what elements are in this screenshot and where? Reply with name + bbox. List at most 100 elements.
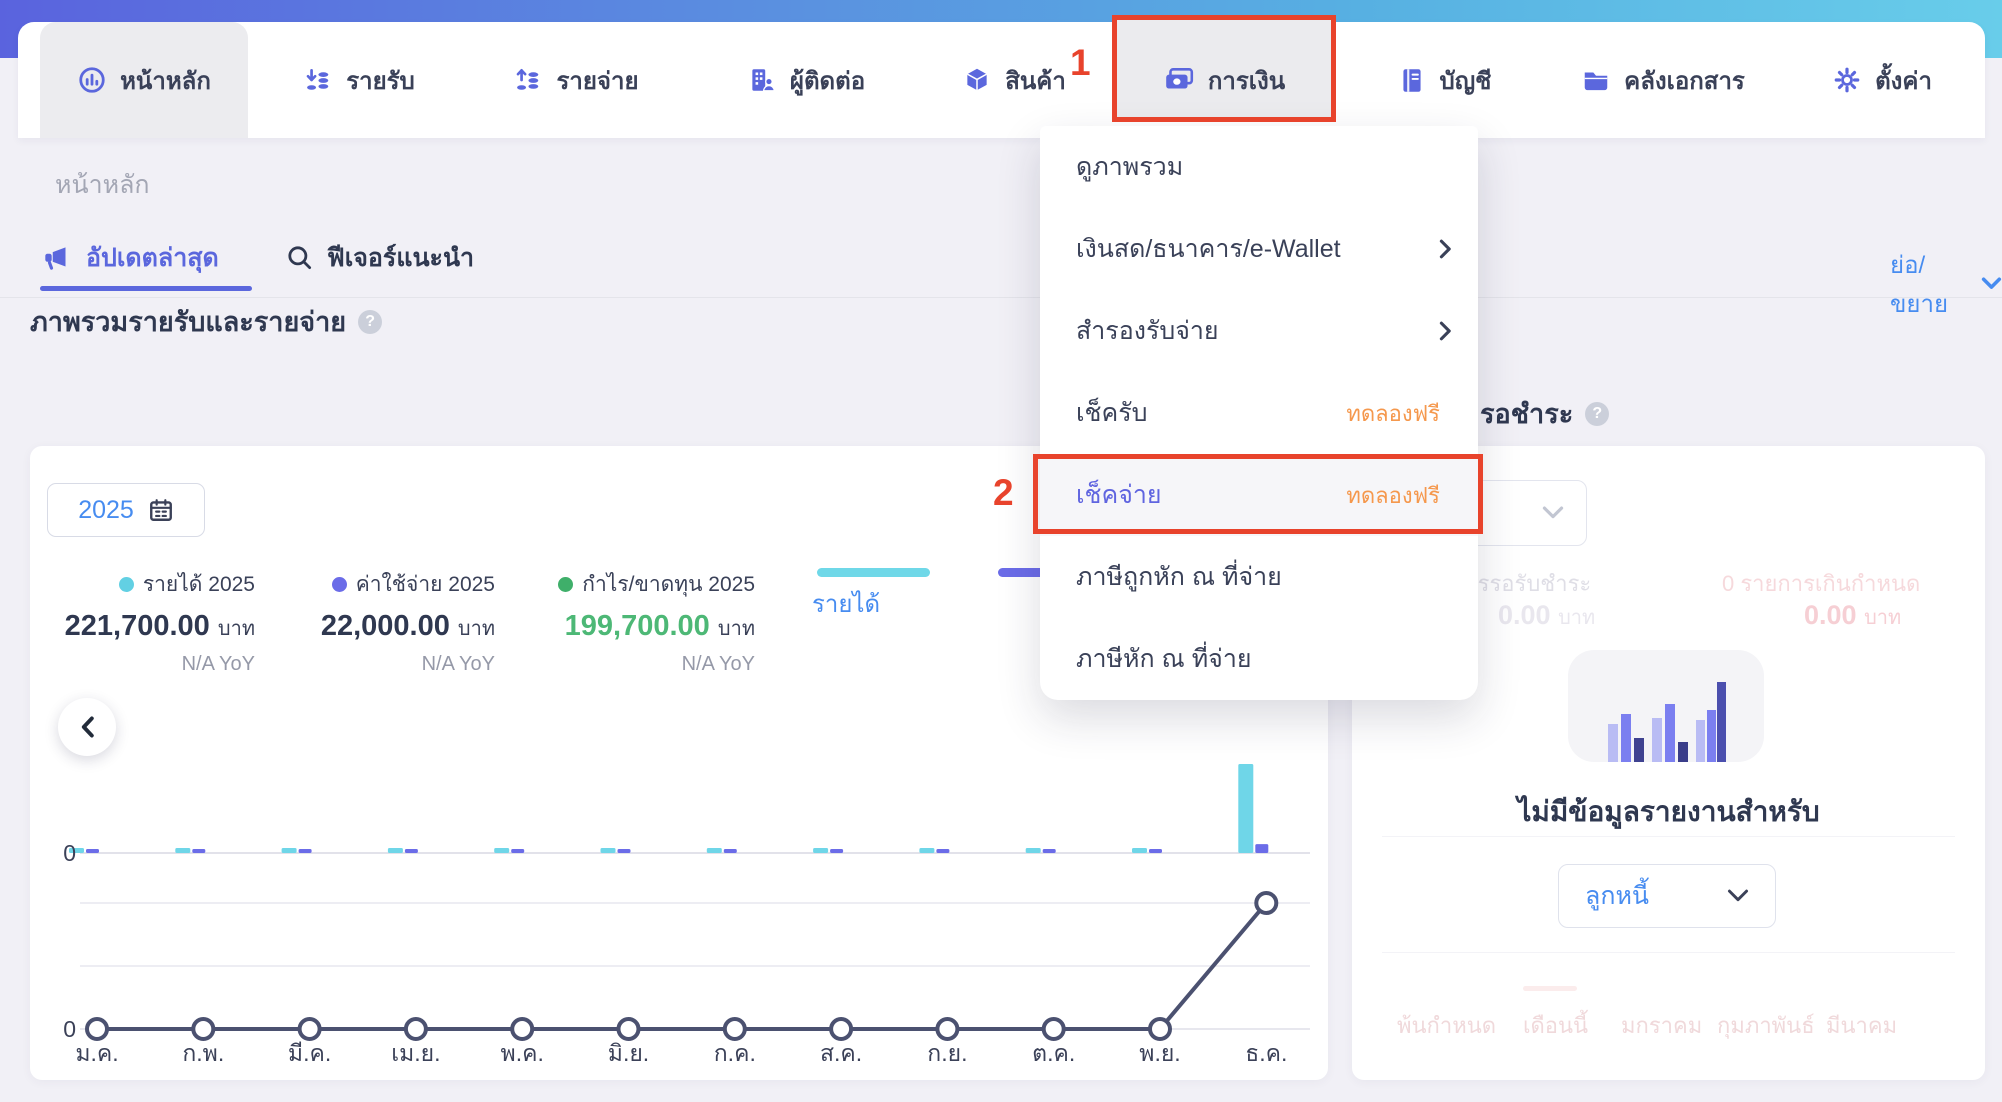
stat-unit: บาท	[217, 618, 255, 640]
chevron-down-icon	[1727, 889, 1749, 902]
svg-text:พ.ย.: พ.ย.	[1139, 1040, 1180, 1066]
nav-item-label: รายจ่าย	[556, 67, 639, 95]
svg-text:มิ.ย.: มิ.ย.	[608, 1040, 649, 1066]
legend-income-label: รายได้	[811, 591, 881, 618]
faded-axis-label: มกราคม	[1621, 1013, 1703, 1038]
svg-text:0: 0	[63, 840, 76, 866]
overdue-value: 0.00 บาท	[1804, 600, 1902, 630]
chevron-down-icon	[1542, 506, 1564, 519]
svg-text:ธ.ค.: ธ.ค.	[1245, 1040, 1287, 1066]
chevron-right-icon	[1439, 321, 1451, 341]
svg-text:ต.ค.: ต.ค.	[1032, 1040, 1075, 1066]
svg-text:พ.ค.: พ.ค.	[501, 1040, 544, 1066]
faded-axis-label: เดือนนี้	[1523, 1013, 1589, 1038]
menu-item-label: เช็ครับ	[1076, 399, 1148, 427]
legend-toggle-income[interactable]	[817, 568, 930, 577]
menu-item-label: เช็คจ่าย	[1076, 481, 1162, 509]
megaphone-icon	[45, 247, 66, 270]
nav-item-label: ตั้งค่า	[1875, 67, 1932, 95]
menu-item-cheque-received[interactable]: เช็ครับ ทดลองฟรี	[1040, 372, 1478, 454]
nav-item-home[interactable]: หน้าหลัก	[49, 22, 239, 138]
menu-item-label: สำรองรับจ่าย	[1076, 317, 1219, 345]
bar-chart-placeholder-icon	[1568, 650, 1764, 762]
svg-text:ส.ค.: ส.ค.	[820, 1040, 862, 1066]
nav-item-documents[interactable]: คลังเอกสาร	[1568, 22, 1758, 138]
chevron-right-icon	[1439, 239, 1451, 259]
nav-item-label: ผู้ติดต่อ	[789, 67, 866, 95]
menu-item-withholding-tax[interactable]: ภาษีหัก ณ ที่จ่าย	[1040, 618, 1478, 700]
profit-dot-icon	[558, 577, 574, 592]
nav-active-highlight	[40, 22, 248, 138]
expense-coins-icon	[517, 69, 539, 90]
svg-text:มี.ค.: มี.ค.	[288, 1040, 331, 1066]
nav-item-finance[interactable]: การเงิน	[1129, 22, 1319, 138]
stat-income: รายได้ 2025 221,700.00 บาท N/A YoY	[45, 568, 255, 676]
svg-text:ก.ย.: ก.ย.	[927, 1040, 967, 1066]
dashboard-icon	[79, 67, 105, 93]
stat-yoy: N/A YoY	[681, 653, 755, 675]
pending-title-text: รอชำระ	[1480, 399, 1574, 429]
stat-value: 22,000.00	[320, 610, 450, 642]
menu-item-label: เงินสด/ธนาคาร/e-Wallet	[1076, 235, 1341, 263]
folder-icon	[1584, 72, 1608, 91]
svg-text:0: 0	[63, 1016, 76, 1042]
year-value: 2025	[78, 495, 134, 524]
stat-unit: บาท	[717, 618, 755, 640]
gear-icon	[1834, 67, 1860, 93]
contacts-icon	[752, 69, 775, 92]
search-icon	[288, 246, 312, 270]
nav-item-expense[interactable]: รายจ่าย	[481, 22, 671, 138]
tab-active-underline	[40, 286, 252, 291]
help-icon[interactable]	[1585, 401, 1610, 426]
finance-dropdown-menu: ดูภาพรวม เงินสด/ธนาคาร/e-Wallet สำรองรับ…	[1040, 126, 1478, 700]
stat-profit: กำไร/ขาดทุน 2025 199,700.00 บาท N/A YoY	[545, 568, 755, 676]
svg-text:ก.ค.: ก.ค.	[714, 1040, 756, 1066]
nav-item-settings[interactable]: ตั้งค่า	[1787, 22, 1977, 138]
menu-item-overview[interactable]: ดูภาพรวม	[1040, 126, 1478, 208]
no-report-data-title: ไม่มีข้อมูลรายงานสำหรับ	[1517, 796, 1820, 827]
income-expense-chart: 00ม.ค. ก.พ. มี.ค. เม.ย. พ.ค. มิ.ย. ก.ค. ส.ค. ก.ย…	[63, 764, 1310, 1066]
collapse-expand-link[interactable]: ย่อ/ขยาย	[1890, 245, 2002, 323]
stat-yoy: N/A YoY	[421, 653, 495, 675]
bar-chart-icon	[1608, 682, 1726, 762]
report-type-select[interactable]: ลูกหนี้	[1558, 864, 1776, 928]
banknote-icon	[1166, 68, 1193, 89]
stat-label: กำไร/ขาดทุน 2025	[582, 573, 755, 596]
menu-item-cash-bank-ewallet[interactable]: เงินสด/ธนาคาร/e-Wallet	[1040, 208, 1478, 290]
nav-item-contacts[interactable]: ผู้ติดต่อ	[711, 22, 901, 138]
nav-item-label: หน้าหลัก	[120, 67, 211, 95]
menu-item-cheque-paid[interactable]: เช็คจ่าย ทดลองฟรี	[1040, 454, 1478, 536]
main-nav-bar	[18, 22, 1985, 138]
menu-item-label: ภาษีถูกหัก ณ ที่จ่าย	[1076, 563, 1282, 591]
annotation-step-1: 1	[1070, 42, 1091, 83]
divider	[1382, 952, 1955, 953]
calendar-icon	[149, 499, 172, 521]
tab-latest-updates[interactable]: อัปเดตล่าสุด	[40, 238, 219, 278]
mini-tab-indicator	[1523, 986, 1577, 991]
tab-recommended-features[interactable]: ฟีเจอร์แนะนำ	[285, 238, 474, 278]
ledger-icon	[1402, 69, 1421, 92]
box-icon	[967, 68, 988, 91]
nav-item-label: คลังเอกสาร	[1624, 67, 1745, 95]
svg-text:เม.ย.: เม.ย.	[391, 1040, 440, 1066]
nav-item-label: บัญชี	[1439, 67, 1492, 95]
nav-item-accounting[interactable]: บัญชี	[1349, 22, 1539, 138]
annotation-step-2: 2	[993, 472, 1014, 513]
stat-unit: บาท	[457, 618, 495, 640]
year-selector-button[interactable]: 2025	[47, 483, 205, 537]
help-icon[interactable]	[358, 309, 383, 334]
chart-prev-button[interactable]	[58, 698, 116, 756]
breadcrumb: หน้าหลัก	[55, 171, 150, 199]
menu-item-tax-withheld[interactable]: ภาษีถูกหัก ณ ที่จ่าย	[1040, 536, 1478, 618]
nav-item-income[interactable]: รายรับ	[264, 22, 454, 138]
stat-expense: ค่าใช้จ่าย 2025 22,000.00 บาท N/A YoY	[285, 568, 495, 676]
menu-item-advance-payment[interactable]: สำรองรับจ่าย	[1040, 290, 1478, 372]
faded-axis-label: พ้นกำหนด	[1397, 1013, 1497, 1038]
menu-item-label: ภาษีหัก ณ ที่จ่าย	[1076, 645, 1252, 673]
nav-item-label: รายรับ	[346, 67, 415, 95]
nav-finance-highlight	[1117, 20, 1331, 118]
nav-item-products[interactable]: สินค้า	[919, 22, 1109, 138]
pending-receivable-value: 0.00 บาท	[1498, 600, 1596, 630]
stat-value: 221,700.00	[64, 610, 210, 642]
menu-item-label: ดูภาพรวม	[1076, 153, 1184, 181]
